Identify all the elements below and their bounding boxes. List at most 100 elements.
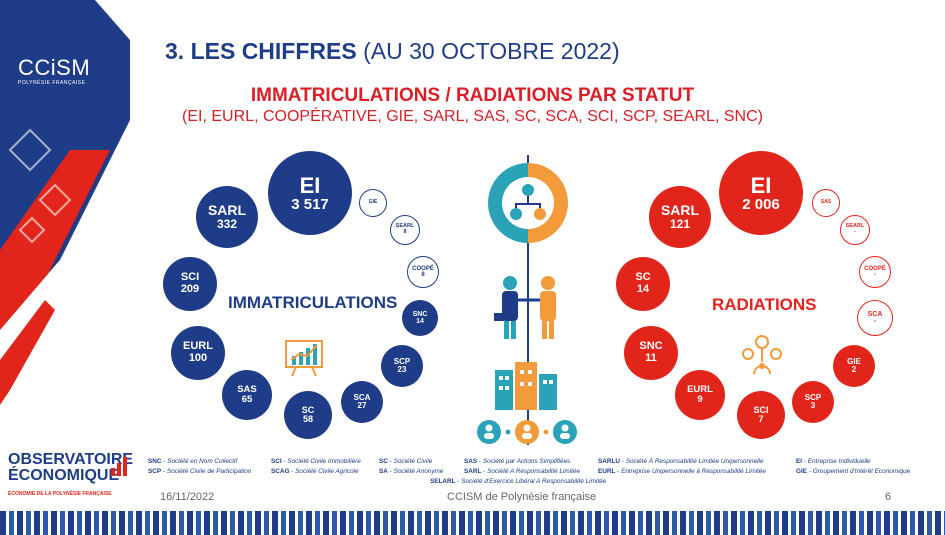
legend-abbreviation: SCP	[148, 468, 162, 475]
immatriculation-bubble-sc: SC 58	[284, 391, 332, 439]
legend-column: SCI - Société Civile Immobilière SCAG - S…	[271, 457, 361, 477]
section-heading: IMMATRICULATIONS / RADIATIONS PAR STATUT	[250, 85, 695, 106]
growth-chart-icon	[283, 336, 325, 378]
legend-description: Société en Nom Collectif	[167, 458, 238, 465]
legend-abbreviation: SARL	[464, 468, 482, 475]
legend-abbreviation: GIE	[796, 468, 808, 475]
bubble-status-name: SNC	[412, 310, 428, 318]
legend-entry: SC - Société Civile	[379, 458, 433, 465]
legend-abbreviation: EI	[796, 458, 803, 465]
immatriculation-bubble-sca: SCA 27	[341, 381, 383, 423]
legend-entry: SCP - Société Civile de Participation	[148, 468, 252, 475]
legend-abbreviation: SAS	[464, 458, 478, 465]
legend-description: Société Civile Immobilière	[287, 458, 361, 465]
bubble-status-name: SAS	[237, 384, 257, 396]
legend-column: SARLU - Société À Responsabilité Limitée…	[598, 457, 766, 477]
bubble-count-value: 14	[636, 283, 650, 295]
legend-description: Entreprise Unipersonnelle à Responsabili…	[621, 468, 767, 475]
observatoire-line2: ÉCONOMIQUE	[8, 467, 120, 484]
legend-column: SC - Société Civile SA - Société Anonyme	[379, 457, 443, 477]
immatriculation-bubble-sarl: SARL 332	[196, 186, 258, 248]
legend-entry: EI - Entreprise Individuelle	[796, 458, 871, 465]
bubble-count-value: 332	[216, 217, 238, 232]
section-subheading: (EI, EURL, COOPÉRATIVE, GIE, SARL, SAS, …	[182, 108, 763, 125]
page-number: 6	[885, 491, 892, 503]
immatriculation-bubble-coopé: COOPÉ 8	[407, 256, 439, 288]
bubble-status-name: SEARL	[395, 223, 415, 230]
legend-abbreviation: SELARL	[430, 478, 456, 485]
title-main: 3. LES CHIFFRES	[165, 38, 357, 64]
radiation-bubble-gie: GIE 2	[833, 345, 875, 387]
legend-column: EI - Entreprise Individuelle GIE - Groupe…	[796, 457, 910, 477]
observatoire-line1: OBSERVATOIRE	[8, 451, 134, 468]
bubble-count-value: 121	[669, 217, 691, 232]
bubble-status-name: SC	[635, 271, 651, 284]
bubble-count-value: 8	[421, 272, 425, 278]
legend-abbreviation: SCAG	[271, 468, 290, 475]
legend-description: Société Civile de Participation	[166, 468, 252, 475]
legend-description: Société Civile Agricole	[295, 468, 359, 475]
radiation-bubble-sci: SCI 7	[737, 391, 785, 439]
bubble-status-name: SAS	[820, 199, 832, 206]
bubble-status-name: SCA	[867, 310, 883, 318]
bubble-status-name: SCP	[393, 356, 411, 366]
immatriculation-bubble-eurl: EURL 100	[171, 326, 225, 380]
bubble-count-value: -	[873, 318, 877, 325]
bubble-count-value: 11	[645, 352, 657, 364]
bubble-count-value: 2	[851, 365, 857, 374]
immatriculation-bubble-snc: SNC 14	[402, 300, 438, 336]
immatriculation-bubble-scp: SCP 23	[381, 345, 423, 387]
bubble-status-name: EI	[299, 172, 321, 198]
bubble-status-name: SCP	[804, 392, 822, 402]
bubble-count-value: 209	[180, 283, 200, 295]
legend-column: SAS - Société par Actions Simplifiées SAR…	[430, 457, 640, 487]
immatriculation-bubble-sci: SCI 209	[163, 257, 217, 311]
brand-tagline: POLYNÉSIE FRANÇAISE	[18, 80, 86, 86]
legend-abbreviation: EURL	[598, 468, 616, 475]
decorative-pattern	[0, 0, 130, 405]
immatriculation-bubble-ei: EI 3 517	[268, 151, 352, 235]
legend-entry: SAS - Société par Actions Simplifiées	[464, 458, 571, 465]
bubble-status-name: GIE	[847, 356, 861, 366]
legend-abbreviation: SCI	[271, 458, 282, 465]
bubble-status-name: EURL	[687, 384, 713, 396]
legend-entry: SELARL - Société d'Exercice Libéral A Re…	[430, 478, 607, 485]
observatoire-tagline: ÉCONOMIE DE LA POLYNÉSIE FRANÇAISE	[8, 491, 112, 497]
immatriculation-bubble-sas: SAS 65	[222, 370, 272, 420]
bubble-count-value: 27	[357, 401, 367, 410]
bubble-status-name: SARL	[660, 202, 700, 219]
footer-organization: CCISM de Polynésie française	[447, 491, 597, 503]
bar-chart-logo-icon	[110, 454, 130, 476]
bubble-count-value: 65	[241, 394, 253, 405]
legend-entry: EURL - Entreprise Unipersonnelle à Respo…	[598, 468, 767, 475]
observatoire-logo: OBSERVATOIRE ÉCONOMIQUE ÉCONOMIE DE LA P…	[8, 452, 133, 502]
radiation-bubble-searl: SEARL -	[840, 215, 870, 245]
radiation-bubble-coopé: COOPÉ -	[859, 256, 891, 288]
bubble-status-name: SCI	[180, 271, 200, 284]
legend-abbreviation: SA	[379, 468, 388, 475]
bubble-count-value: 58	[302, 414, 313, 424]
footer-date: 16/11/2022	[160, 491, 215, 503]
bubble-status-name: EURL	[183, 340, 213, 353]
handshake-icon	[490, 275, 570, 340]
bubble-count-value: 8	[403, 229, 407, 235]
legend-description: Société Anonyme	[393, 468, 444, 475]
legend-description: Groupement d'Intérêt Economique	[812, 468, 911, 475]
page-title: 3. LES CHIFFRES (AU 30 OCTOBRE 2022)	[165, 38, 620, 65]
bubble-count-value: 3	[810, 401, 816, 410]
radiation-bubble-eurl: EURL 9	[675, 370, 725, 420]
bubble-status-name: SEARL	[845, 223, 865, 230]
bubble-count-value: 100	[188, 352, 208, 364]
bubble-count-value: 14	[416, 318, 424, 325]
legend-entry: SCAG - Société Civile Agricole	[271, 468, 359, 475]
team-network-icon	[740, 332, 784, 376]
radiations-label: RADIATIONS	[712, 295, 817, 314]
legend-entry: SA - Société Anonyme	[379, 468, 444, 475]
legend-description: Société A Responsabilité Limitée	[487, 468, 581, 475]
legend-description: Entreprise Individuelle	[807, 458, 871, 465]
bubble-count-value: 2 006	[742, 195, 780, 213]
bubble-status-name: SC	[301, 404, 315, 415]
radiation-bubble-snc: SNC 11	[624, 326, 678, 380]
legend-entry: GIE - Groupement d'Intérêt Economique	[796, 468, 911, 475]
immatriculation-bubble-searl: SEARL 8	[390, 215, 420, 245]
